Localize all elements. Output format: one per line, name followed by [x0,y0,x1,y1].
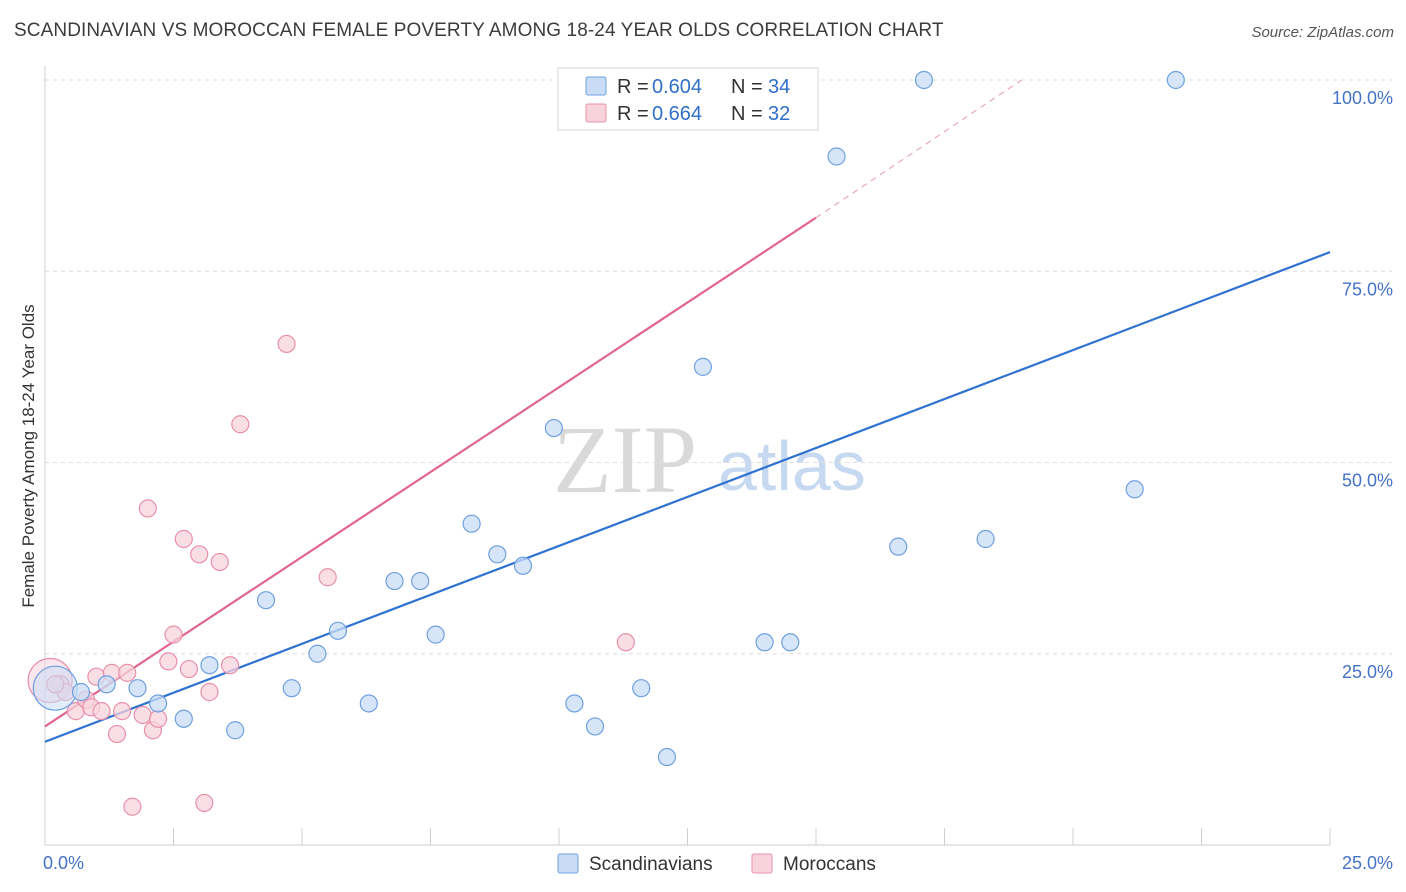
point-scandinavians-16 [462,514,481,533]
point-scandinavians-7 [226,721,245,740]
point-moroccans-12 [123,797,142,816]
legend-swatch-scandinavians [585,76,607,96]
point-moroccans-13 [133,705,152,725]
bottom-legend-moroccans: Moroccans [783,854,876,875]
watermark-atlas: atlas [718,427,866,505]
point-moroccans-21 [190,545,209,564]
x-tick-label-min: 0.0% [43,853,84,873]
point-moroccans-16 [148,709,168,728]
bottom-legend-swatch-moroccans [751,853,773,874]
point-scandinavians-33 [1166,70,1185,90]
gridlines [45,79,1392,655]
y-tick-label-50: 50.0% [1342,471,1393,491]
point-scandinavians-26 [755,633,774,652]
point-moroccans-20 [179,659,199,679]
point-scandinavians-2 [97,675,116,694]
point-scandinavians-9 [282,679,301,698]
legend-r-value-2: 0.664 [652,103,702,125]
point-moroccans-14 [138,499,157,518]
point-moroccans-28 [318,568,337,587]
point-scandinavians-20 [565,694,584,713]
axes: 100.0% 75.0% 50.0% 25.0% 0.0% 25.0% [43,66,1393,873]
point-scandinavians-8 [256,591,276,610]
point-scandinavians-12 [359,694,378,713]
point-moroccans-18 [164,625,183,644]
point-scandinavians-14 [411,571,430,591]
legend-swatch-moroccans [585,103,607,123]
series-legend: Scandinavians Moroccans [557,853,876,875]
point-scandinavians-28 [827,147,846,166]
trendline-moroccans-extension [815,79,1022,219]
point-scandinavians-10 [308,644,327,663]
chart-source: Source: ZipAtlas.com [1251,24,1394,41]
point-scandinavians-17 [488,545,507,564]
y-tick-label-25: 25.0% [1342,662,1393,682]
point-moroccans-24 [210,552,229,572]
point-moroccans-22 [195,793,214,813]
point-scandinavians-27 [781,633,800,652]
point-moroccans-27 [277,334,296,354]
point-scandinavians-15 [426,625,445,644]
point-scandinavians-18 [513,556,533,575]
correlation-legend: R = 0.604 N = 34 R = 0.664 N = 32 [557,67,819,131]
legend-n-label-2: N = [731,103,763,125]
point-moroccans-7 [92,702,111,721]
bottom-legend-swatch-scandinavians [557,853,579,874]
point-scandinavians-32 [1125,480,1144,499]
point-scandinavians-24 [657,747,677,767]
chart-title: SCANDINAVIAN VS MOROCCAN FEMALE POVERTY … [14,20,944,41]
point-scandinavians-31 [976,529,995,549]
point-scandinavians-0 [32,665,78,711]
point-scandinavians-30 [914,70,934,90]
y-axis-label: Female Poverty Among 18-24 Year Olds [19,304,38,607]
legend-r-label-2: R = [617,103,649,125]
point-scandinavians-19 [544,418,563,438]
point-moroccans-26 [231,415,250,434]
point-scandinavians-3 [128,679,147,698]
trendline-moroccans [44,216,817,728]
point-scandinavians-11 [328,621,348,640]
bottom-legend-scandinavians: Scandinavians [589,854,713,875]
point-scandinavians-21 [585,717,605,736]
trendline-scandinavians [44,251,1331,743]
legend-n-label-1: N = [731,76,763,98]
point-scandinavians-6 [200,656,219,675]
point-scandinavians-1 [71,682,91,702]
point-moroccans-10 [112,702,132,721]
point-moroccans-9 [107,724,127,744]
point-moroccans-19 [174,529,193,549]
watermark-zip: ZIP [553,406,697,513]
point-moroccans-17 [159,652,178,671]
point-moroccans-29 [616,633,635,652]
point-moroccans-11 [118,663,137,682]
y-tick-label-100: 100.0% [1332,88,1393,108]
y-tick-label-75: 75.0% [1342,279,1393,299]
point-scandinavians-25 [693,357,713,376]
point-scandinavians-5 [174,709,193,728]
legend-r-label-1: R = [617,76,649,98]
legend-n-value-1: 34 [768,76,790,98]
point-moroccans-23 [200,682,219,702]
point-scandinavians-4 [148,694,168,713]
legend-n-value-2: 32 [768,103,790,125]
point-moroccans-25 [220,656,240,675]
x-tick-label-max: 25.0% [1342,853,1393,873]
point-scandinavians-29 [889,537,908,556]
legend-r-value-1: 0.604 [652,76,702,98]
point-scandinavians-23 [632,679,651,698]
point-scandinavians-13 [385,571,404,591]
